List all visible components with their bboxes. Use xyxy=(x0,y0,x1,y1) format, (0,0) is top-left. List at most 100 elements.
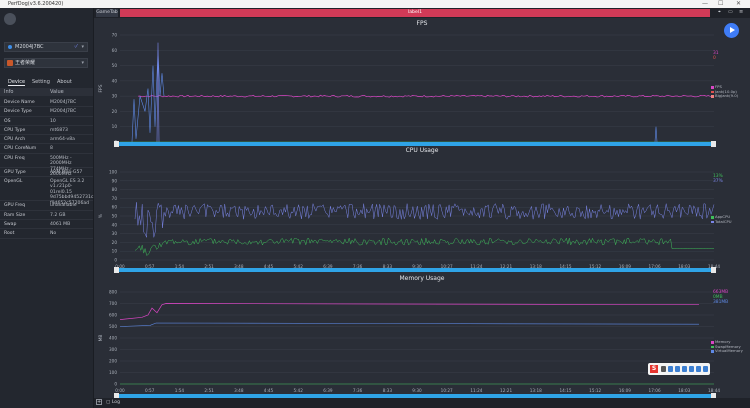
current-values: 31 0 xyxy=(713,51,719,61)
tab-setting[interactable]: Setting xyxy=(32,79,50,85)
app-name: 王者荣耀 xyxy=(15,60,36,66)
range-start-handle[interactable] xyxy=(114,393,119,399)
info-value: ARM Mali-G57 xyxy=(50,169,83,175)
legend-label: BigJank(9.0) xyxy=(715,93,739,98)
chart-plot: 706050403020100FPS0:000:571:542:513:484:… xyxy=(98,33,715,145)
label-bar[interactable]: label1 xyxy=(120,9,710,17)
ime-skin-icon[interactable] xyxy=(696,366,701,372)
legend-item[interactable]: BigJank(9.0) xyxy=(711,93,739,99)
tab-gametab[interactable]: GameTab xyxy=(96,9,118,17)
time-range-scrollbar[interactable] xyxy=(114,141,716,147)
y-tick-label: 20 xyxy=(112,109,118,114)
y-tick-label: 90 xyxy=(112,178,118,183)
range-end-handle[interactable] xyxy=(711,393,716,399)
info-key: CPU CoreNum xyxy=(4,146,37,152)
close-icon[interactable]: ✕ xyxy=(736,0,742,7)
y-tick-label: 70 xyxy=(112,196,118,201)
ime-emoji-icon[interactable] xyxy=(675,366,680,372)
ime-punct-icon[interactable] xyxy=(668,366,673,372)
legend-item[interactable]: TotalCPU xyxy=(711,219,732,225)
series-line xyxy=(137,94,715,98)
legend-item[interactable]: Memory xyxy=(711,339,743,345)
legend-swatch xyxy=(711,345,714,348)
maximize-icon[interactable]: ☐ xyxy=(718,0,724,7)
x-tick-label: 18:03 xyxy=(678,264,690,269)
info-table: Device Name M2004J7BC Device Type M2004J7BC… xyxy=(0,98,93,239)
info-key: Root xyxy=(4,231,15,237)
device-settings-icon[interactable]: ◦⁄ xyxy=(73,44,77,50)
series-line xyxy=(156,42,160,143)
info-row: Ram Size 7.2 GB xyxy=(0,211,93,221)
play-button[interactable] xyxy=(724,23,739,38)
y-tick-label: 300 xyxy=(109,347,117,352)
chevron-down-icon[interactable]: ▾ xyxy=(81,44,84,50)
info-row: OpenGL OpenGL ES 3.2 v1.r21p0-01rel0.15 9… xyxy=(0,177,93,206)
y-tick-label: 100 xyxy=(109,170,117,175)
x-tick-label: 7:36 xyxy=(353,264,363,269)
range-start-handle[interactable] xyxy=(114,267,119,273)
legend-swatch xyxy=(711,95,714,98)
list-icon[interactable]: ≡ xyxy=(739,9,744,15)
chevron-down-icon[interactable]: ▾ xyxy=(81,60,84,66)
info-key: GPU Freq xyxy=(4,203,25,209)
range-end-handle[interactable] xyxy=(711,141,716,147)
tab-device[interactable]: Device xyxy=(8,79,26,86)
x-tick-label: 16:09 xyxy=(619,264,631,269)
legend-item[interactable]: Jank(10.0p) xyxy=(711,88,738,95)
ime-mode-icon[interactable] xyxy=(661,366,666,372)
y-tick-label: 40 xyxy=(112,78,118,83)
app-select[interactable]: 王者荣耀 ▾ xyxy=(4,58,88,68)
time-range-scrollbar[interactable] xyxy=(114,393,716,399)
tab-about[interactable]: About xyxy=(57,79,72,85)
ime-toolbar[interactable]: S xyxy=(648,363,710,375)
legend-item[interactable]: FPS xyxy=(711,84,738,90)
device-select[interactable]: M2004J7BC ◦⁄ ▾ xyxy=(4,42,88,52)
x-tick-label: 1:54 xyxy=(175,264,185,269)
time-range-scrollbar[interactable] xyxy=(114,267,716,273)
x-tick-label: 14:15 xyxy=(559,264,571,269)
folder-icon[interactable]: ▭ xyxy=(728,9,733,15)
info-value: 10 xyxy=(50,118,56,124)
info-key: Ram Size xyxy=(4,212,26,218)
x-tick-label: 13:18 xyxy=(530,388,542,393)
ime-keyboard-icon[interactable] xyxy=(689,366,694,372)
current-value: 663MB xyxy=(713,290,729,295)
range-end-handle[interactable] xyxy=(711,267,716,273)
y-axis-label: FPS xyxy=(98,84,104,92)
info-key: OpenGL xyxy=(4,178,23,184)
x-tick-label: 2:51 xyxy=(204,388,214,393)
user-panel[interactable] xyxy=(4,12,90,38)
current-value: 13% xyxy=(713,174,723,179)
y-tick-label: 600 xyxy=(109,313,117,318)
info-key: CPU Type xyxy=(4,127,26,133)
x-tick-label: 10:27 xyxy=(441,388,453,393)
location-icon[interactable]: ⌖ xyxy=(718,9,721,15)
info-value: M2004J7BC xyxy=(50,109,77,115)
legend-item[interactable]: SwapMemory xyxy=(711,344,743,350)
legend-label: Jank(10.0p) xyxy=(715,88,737,94)
range-start-handle[interactable] xyxy=(114,141,119,147)
y-tick-label: 40 xyxy=(112,222,118,227)
info-row: Root No xyxy=(0,229,93,239)
x-tick-label: 10:27 xyxy=(441,264,453,269)
minimize-icon[interactable]: — xyxy=(702,0,708,7)
y-tick-label: 0 xyxy=(114,382,117,387)
sidebar-tabs: Device Setting About xyxy=(4,78,90,88)
legend-swatch xyxy=(711,86,714,89)
info-value: 8 xyxy=(50,146,53,152)
legend-item[interactable]: AppCPU xyxy=(711,214,732,220)
x-tick-label: 4:45 xyxy=(264,264,274,269)
legend-item[interactable]: VirtualMemory xyxy=(711,348,743,354)
log-toggle[interactable]: ▢ Log xyxy=(106,400,121,405)
ime-voice-icon[interactable] xyxy=(682,366,687,372)
avatar xyxy=(4,13,16,25)
legend-swatch xyxy=(711,90,714,93)
add-icon[interactable]: + xyxy=(96,399,102,405)
y-tick-label: 10 xyxy=(112,124,118,129)
series-line xyxy=(134,237,714,256)
chart-legend: Memory SwapMemory VirtualMemory xyxy=(711,339,743,354)
sogou-icon[interactable]: S xyxy=(650,365,658,373)
current-value: 381MB xyxy=(713,300,729,305)
x-tick-label: 18:03 xyxy=(678,388,690,393)
ime-tools-icon[interactable] xyxy=(703,366,708,372)
